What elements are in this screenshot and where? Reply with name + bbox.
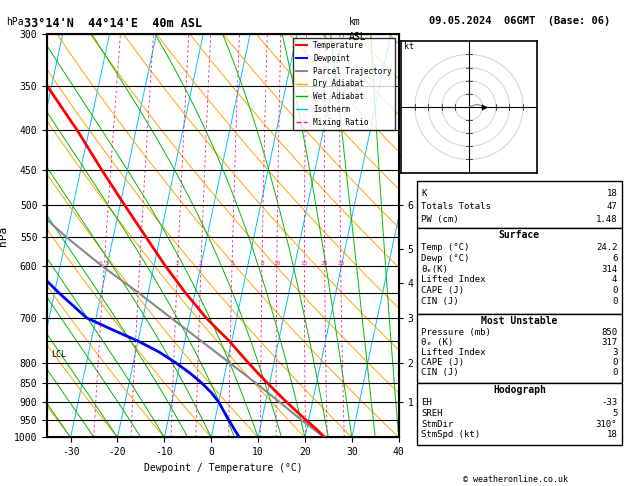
Text: StmSpd (kt): StmSpd (kt) [421, 430, 481, 439]
Text: K: K [421, 190, 426, 198]
Text: kt: kt [404, 42, 414, 51]
Text: 1.48: 1.48 [596, 215, 617, 224]
Text: 3: 3 [612, 348, 617, 357]
Text: 10: 10 [273, 261, 281, 266]
Text: EH: EH [421, 399, 432, 407]
Text: hPa: hPa [6, 17, 24, 27]
Text: CIN (J): CIN (J) [421, 297, 459, 306]
Text: 18: 18 [606, 430, 617, 439]
Text: Hodograph: Hodograph [493, 385, 546, 395]
Text: -33: -33 [601, 399, 617, 407]
Text: 5: 5 [612, 409, 617, 418]
Text: 4: 4 [612, 276, 617, 284]
Text: 5: 5 [230, 261, 234, 266]
Text: Temp (°C): Temp (°C) [421, 243, 470, 252]
Text: ASL: ASL [349, 32, 367, 42]
Text: StmDir: StmDir [421, 420, 454, 429]
Text: 47: 47 [606, 202, 617, 211]
X-axis label: Dewpoint / Temperature (°C): Dewpoint / Temperature (°C) [143, 463, 303, 473]
Legend: Temperature, Dewpoint, Parcel Trajectory, Dry Adiabat, Wet Adiabat, Isotherm, Mi: Temperature, Dewpoint, Parcel Trajectory… [292, 38, 395, 130]
Text: 850: 850 [601, 329, 617, 337]
Text: Lifted Index: Lifted Index [421, 348, 486, 357]
Text: 1: 1 [138, 261, 142, 266]
Text: θₑ (K): θₑ (K) [421, 338, 454, 347]
Text: 3: 3 [199, 261, 203, 266]
Text: 0: 0 [612, 358, 617, 367]
Text: CAPE (J): CAPE (J) [421, 286, 464, 295]
Text: 09.05.2024  06GMT  (Base: 06): 09.05.2024 06GMT (Base: 06) [429, 16, 610, 26]
Text: 8: 8 [260, 261, 264, 266]
Text: 317: 317 [601, 338, 617, 347]
Y-axis label: hPa: hPa [0, 226, 8, 246]
Text: 0: 0 [612, 286, 617, 295]
Text: 15: 15 [301, 261, 308, 266]
Text: Totals Totals: Totals Totals [421, 202, 491, 211]
Text: Dewp (°C): Dewp (°C) [421, 254, 470, 263]
Bar [417, 314, 621, 383]
Text: © weatheronline.co.uk: © weatheronline.co.uk [464, 474, 568, 484]
Text: Most Unstable: Most Unstable [481, 316, 557, 326]
Text: 25: 25 [337, 261, 345, 266]
Text: 0: 0 [612, 367, 617, 377]
Text: km: km [349, 17, 361, 27]
Bar [417, 383, 621, 446]
Text: 20: 20 [321, 261, 328, 266]
Text: Mixing Ratio (g/kg): Mixing Ratio (g/kg) [430, 188, 438, 283]
Text: CIN (J): CIN (J) [421, 367, 459, 377]
Text: 310°: 310° [596, 420, 617, 429]
Text: 24.2: 24.2 [596, 243, 617, 252]
Text: CAPE (J): CAPE (J) [421, 358, 464, 367]
Text: 33°14'N  44°14'E  40m ASL: 33°14'N 44°14'E 40m ASL [24, 17, 203, 30]
Text: 314: 314 [601, 265, 617, 274]
Text: LCL: LCL [51, 349, 65, 359]
Text: Surface: Surface [499, 230, 540, 240]
Text: 6: 6 [612, 254, 617, 263]
Text: 0.5: 0.5 [99, 261, 110, 266]
Text: SREH: SREH [421, 409, 443, 418]
Text: Lifted Index: Lifted Index [421, 276, 486, 284]
Text: Pressure (mb): Pressure (mb) [421, 329, 491, 337]
Bar [417, 181, 621, 227]
Bar [417, 227, 621, 314]
Text: θₑ(K): θₑ(K) [421, 265, 448, 274]
Text: 0: 0 [612, 297, 617, 306]
Text: PW (cm): PW (cm) [421, 215, 459, 224]
Text: 18: 18 [606, 190, 617, 198]
Text: 2: 2 [175, 261, 179, 266]
